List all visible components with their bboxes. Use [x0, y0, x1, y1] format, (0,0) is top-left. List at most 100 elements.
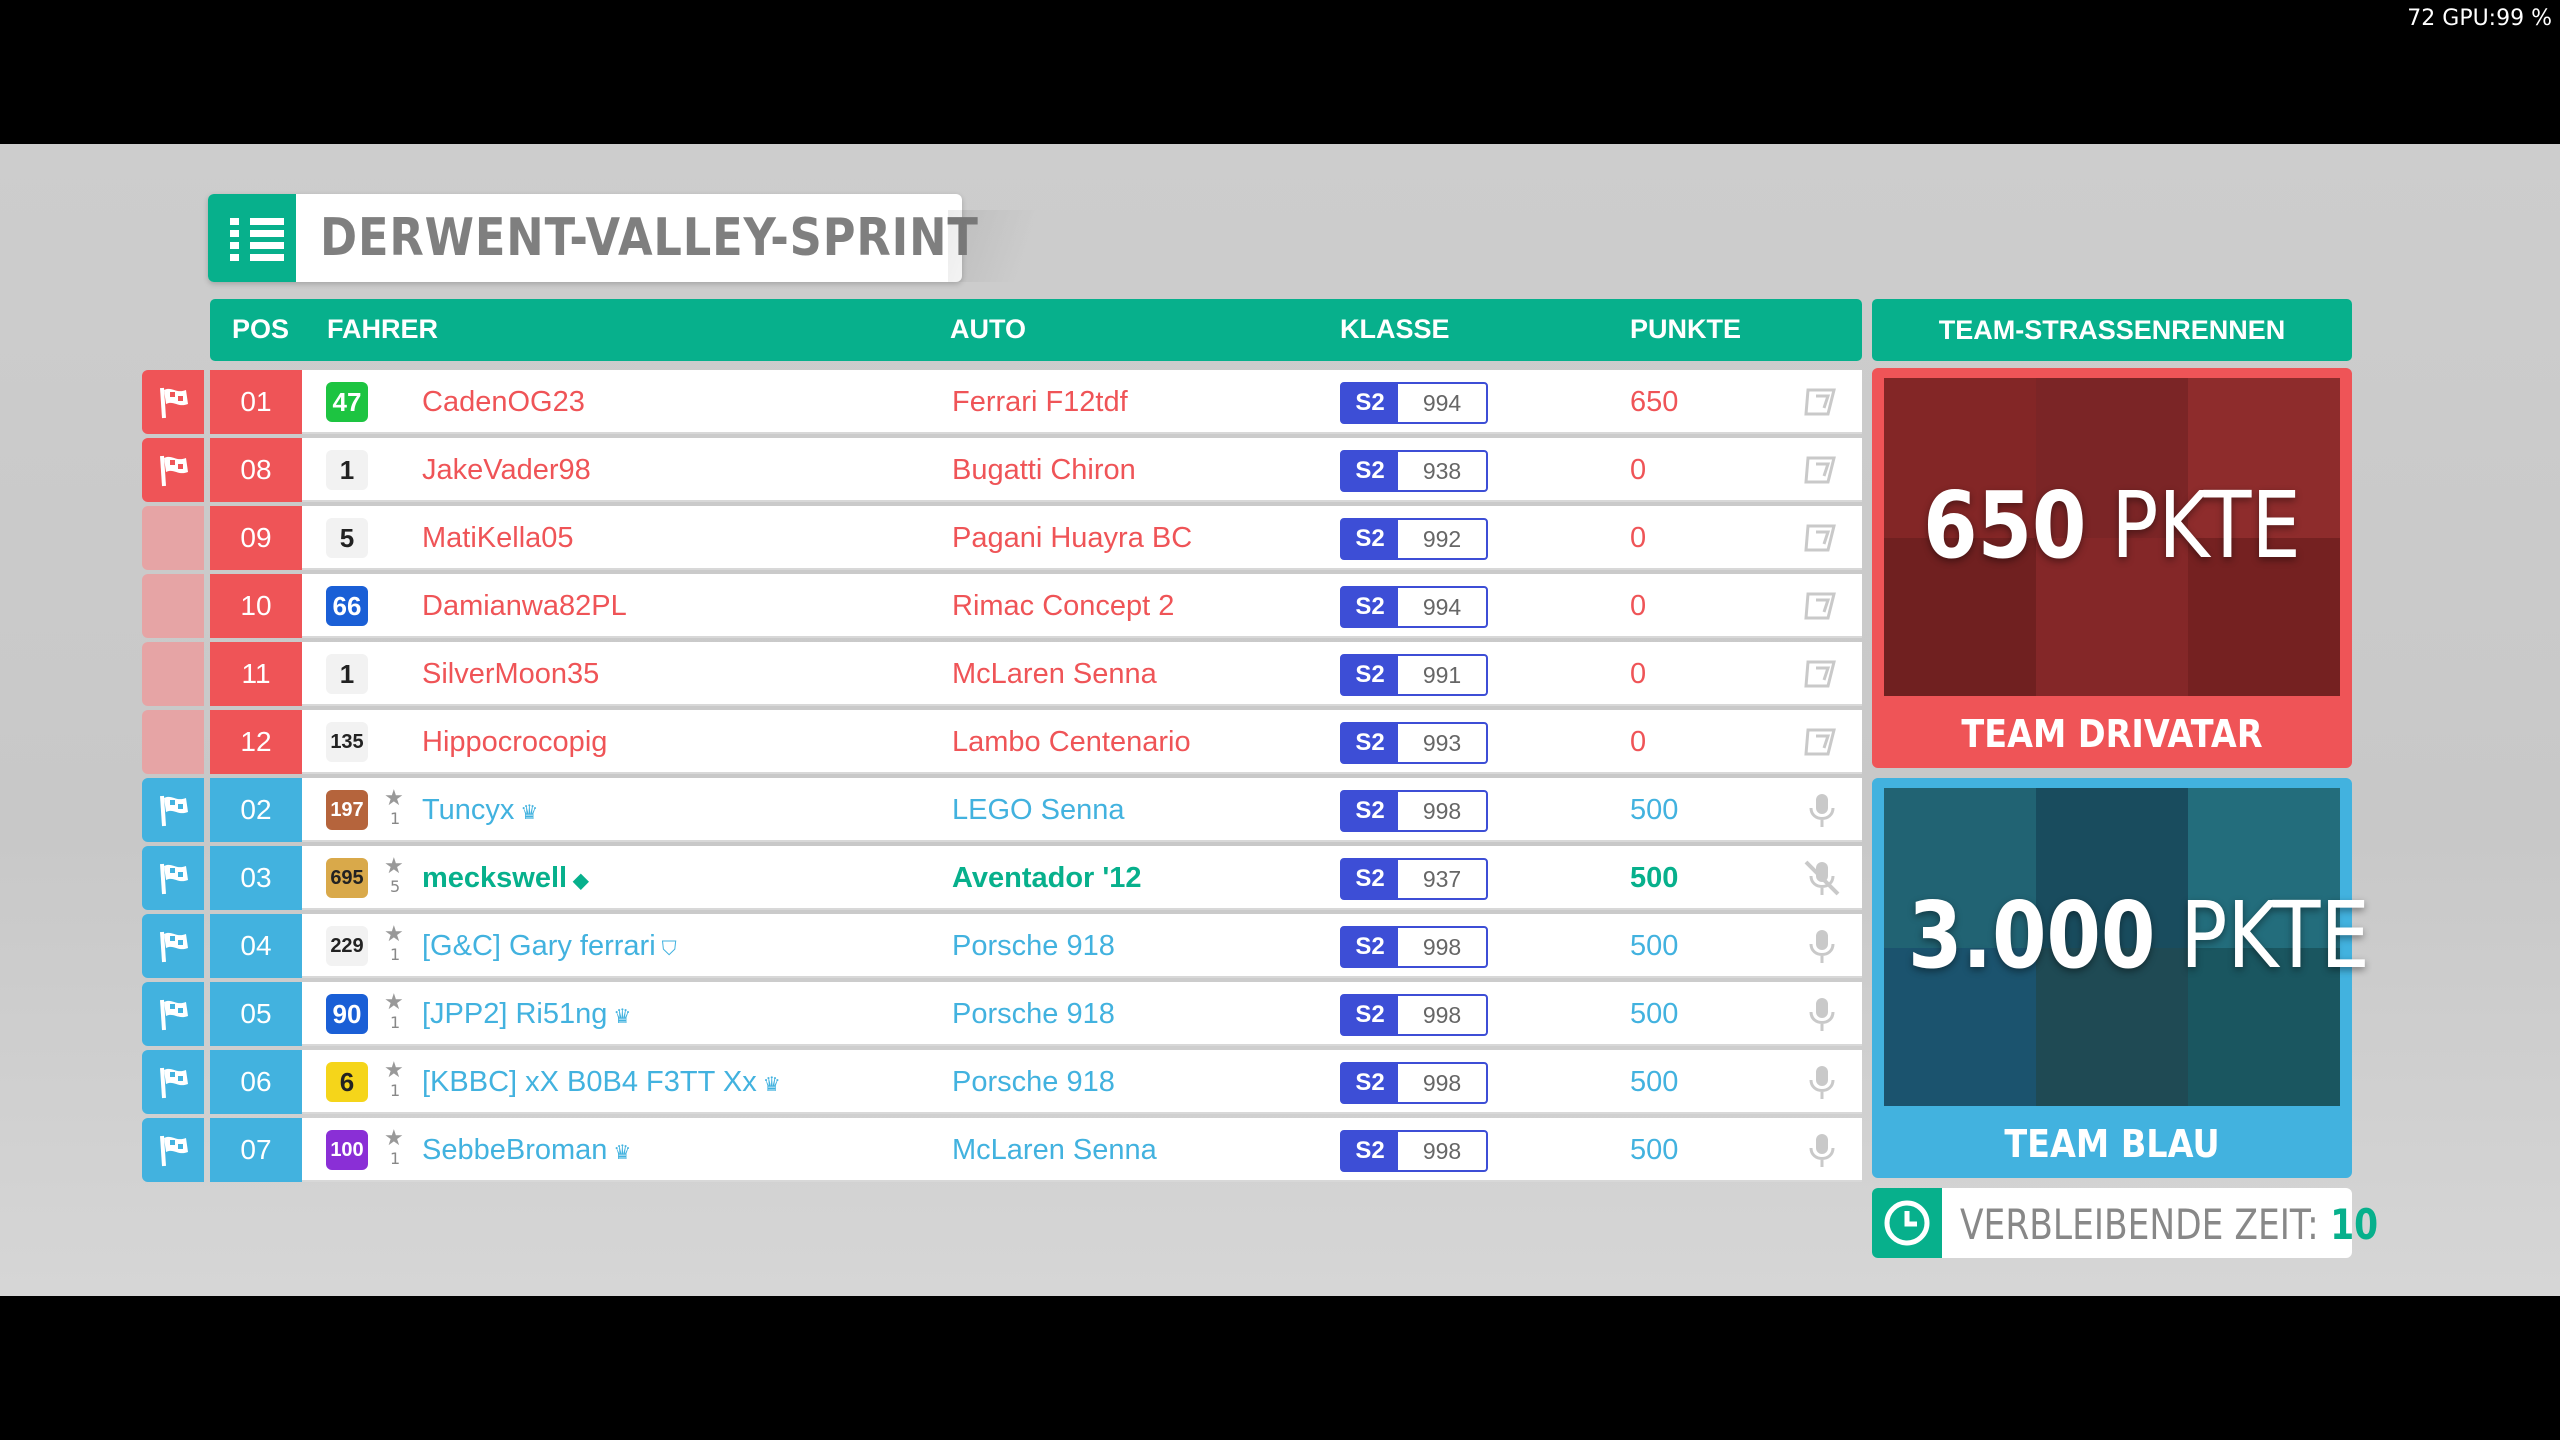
mic-icon[interactable] — [1802, 1132, 1842, 1168]
points: 0 — [1630, 522, 1647, 554]
class-rating: 998 — [1422, 1002, 1462, 1028]
flag-icon — [142, 506, 204, 570]
driver-badge-icon: ♛ — [520, 802, 539, 824]
table-row[interactable]: 06 6 ★ 1 [KBBC] xX B0B4 F3TT Xx ♛ Porsche 918 S… — [142, 1050, 1862, 1114]
car-name: Bugatti Chiron — [952, 454, 1136, 486]
table-row[interactable]: 12 135 Hippocrocopig Lambo Centenario S2 993 0 — [142, 710, 1862, 774]
skip-icon[interactable] — [1802, 656, 1842, 692]
driver-name[interactable]: CadenOG23 — [422, 386, 585, 418]
class-letter: S2 — [1342, 860, 1398, 898]
driver-badge-icon: ◆ — [573, 870, 589, 892]
class-badge: S2 998 — [1340, 790, 1488, 832]
driver-name[interactable]: [G&C] Gary ferrari ⛉ — [422, 930, 677, 962]
car-name: Aventador '12 — [952, 862, 1142, 894]
driver-level-badge: 1 — [326, 654, 368, 694]
class-rating: 998 — [1422, 1138, 1462, 1164]
table-row[interactable]: 03 695 ★ 5 meckswell ◆ Aventador '12 S2 937 500 — [142, 846, 1862, 910]
mic-icon[interactable] — [1802, 928, 1842, 964]
flag-icon — [142, 982, 204, 1046]
driver-badge-icon: ♛ — [613, 1006, 632, 1028]
car-name: Porsche 918 — [952, 998, 1115, 1030]
points: 500 — [1630, 1134, 1679, 1166]
driver-name[interactable]: SilverMoon35 — [422, 658, 600, 690]
position: 11 — [210, 642, 302, 706]
class-rating: 993 — [1422, 730, 1462, 756]
flag-icon — [142, 438, 204, 502]
table-row[interactable]: 09 5 MatiKella05 Pagani Huayra BC S2 992 0 — [142, 506, 1862, 570]
remaining-time-label: VERBLEIBENDE ZEIT: 10 — [1960, 1200, 2379, 1249]
flag-icon — [142, 1050, 204, 1114]
class-rating: 998 — [1422, 1070, 1462, 1096]
points: 500 — [1630, 862, 1679, 894]
class-letter: S2 — [1342, 928, 1398, 966]
driver-level-badge: 695 — [326, 858, 368, 898]
team-blue-name: TEAM BLAU — [2004, 1122, 2220, 1166]
class-letter: S2 — [1342, 996, 1398, 1034]
class-rating: 998 — [1422, 798, 1462, 824]
flag-icon — [142, 1118, 204, 1182]
position: 04 — [210, 914, 302, 978]
skip-icon[interactable] — [1802, 588, 1842, 624]
position: 03 — [210, 846, 302, 910]
mic-icon[interactable] — [1802, 996, 1842, 1032]
points: 0 — [1630, 454, 1647, 486]
skip-icon[interactable] — [1802, 384, 1842, 420]
mic-icon[interactable] — [1802, 792, 1842, 828]
row-body: 135 Hippocrocopig Lambo Centenario S2 993 0 — [302, 710, 1862, 774]
table-row[interactable]: 01 47 CadenOG23 Ferrari F12tdf S2 994 650 — [142, 370, 1862, 434]
car-name: LEGO Senna — [952, 794, 1125, 826]
flag-icon — [142, 778, 204, 842]
driver-name[interactable]: Tuncyx ♛ — [422, 794, 539, 826]
header-car: AUTO — [950, 314, 1027, 344]
driver-level-badge: 135 — [326, 722, 368, 762]
table-row[interactable]: 05 90 ★ 1 [JPP2] Ri51ng ♛ Porsche 918 S2 998 500 — [142, 982, 1862, 1046]
driver-name[interactable]: [JPP2] Ri51ng ♛ — [422, 998, 632, 1030]
mic-muted-icon[interactable] — [1802, 860, 1842, 896]
class-badge: S2 937 — [1340, 858, 1488, 900]
table-row[interactable]: 07 100 ★ 1 SebbeBroman ♛ McLaren Senna S2 998 500 — [142, 1118, 1862, 1182]
points: 0 — [1630, 658, 1647, 690]
car-name: McLaren Senna — [952, 1134, 1157, 1166]
row-body: 90 ★ 1 [JPP2] Ri51ng ♛ Porsche 918 S2 998 500 — [302, 982, 1862, 1046]
skip-icon[interactable] — [1802, 724, 1842, 760]
class-letter: S2 — [1342, 792, 1398, 830]
skip-icon[interactable] — [1802, 452, 1842, 488]
driver-name[interactable]: Hippocrocopig — [422, 726, 608, 758]
table-row[interactable]: 02 197 ★ 1 Tuncyx ♛ LEGO Senna S2 998 500 — [142, 778, 1862, 842]
driver-name[interactable]: JakeVader98 — [422, 454, 591, 486]
skip-icon[interactable] — [1802, 520, 1842, 556]
mic-icon[interactable] — [1802, 1064, 1842, 1100]
class-badge: S2 998 — [1340, 994, 1488, 1036]
race-results-screen: DERWENT-VALLEY-SPRINT POS FAHRER AUTO KL… — [0, 144, 2560, 1296]
row-body: 47 CadenOG23 Ferrari F12tdf S2 994 650 — [302, 370, 1862, 434]
class-badge: S2 938 — [1340, 450, 1488, 492]
points: 0 — [1630, 590, 1647, 622]
table-row[interactable]: 10 66 Damianwa82PL Rimac Concept 2 S2 994 0 — [142, 574, 1862, 638]
table-row[interactable]: 08 1 JakeVader98 Bugatti Chiron S2 938 0 — [142, 438, 1862, 502]
row-body: 100 ★ 1 SebbeBroman ♛ McLaren Senna S2 998 500 — [302, 1118, 1862, 1182]
event-title: DERWENT-VALLEY-SPRINT — [320, 208, 979, 268]
table-row[interactable]: 04 229 ★ 1 [G&C] Gary ferrari ⛉ Porsche 918 S2 9… — [142, 914, 1862, 978]
car-name: Porsche 918 — [952, 1066, 1115, 1098]
row-body: 695 ★ 5 meckswell ◆ Aventador '12 S2 937 500 — [302, 846, 1862, 910]
driver-name[interactable]: [KBBC] xX B0B4 F3TT Xx ♛ — [422, 1066, 781, 1098]
driver-name[interactable]: meckswell ◆ — [422, 862, 589, 894]
table-row[interactable]: 11 1 SilverMoon35 McLaren Senna S2 991 0 — [142, 642, 1862, 706]
header-pos: POS — [232, 314, 290, 344]
position: 07 — [210, 1118, 302, 1182]
driver-name[interactable]: SebbeBroman ♛ — [422, 1134, 632, 1166]
driver-level-badge: 5 — [326, 518, 368, 558]
row-body: 197 ★ 1 Tuncyx ♛ LEGO Senna S2 998 500 — [302, 778, 1862, 842]
driver-badge-icon: ⛉ — [661, 938, 677, 960]
team-card-red: 650 PKTE TEAM DRIVATAR — [1872, 368, 2352, 768]
car-name: Pagani Huayra BC — [952, 522, 1193, 554]
row-body: 5 MatiKella05 Pagani Huayra BC S2 992 0 — [302, 506, 1862, 570]
driver-level-badge: 66 — [326, 586, 368, 626]
driver-level-badge: 197 — [326, 790, 368, 830]
class-letter: S2 — [1342, 724, 1398, 762]
perf-overlay: 72 GPU:99 % — [2407, 6, 2552, 31]
car-name: Rimac Concept 2 — [952, 590, 1175, 622]
position: 06 — [210, 1050, 302, 1114]
driver-name[interactable]: Damianwa82PL — [422, 590, 627, 622]
driver-name[interactable]: MatiKella05 — [422, 522, 574, 554]
